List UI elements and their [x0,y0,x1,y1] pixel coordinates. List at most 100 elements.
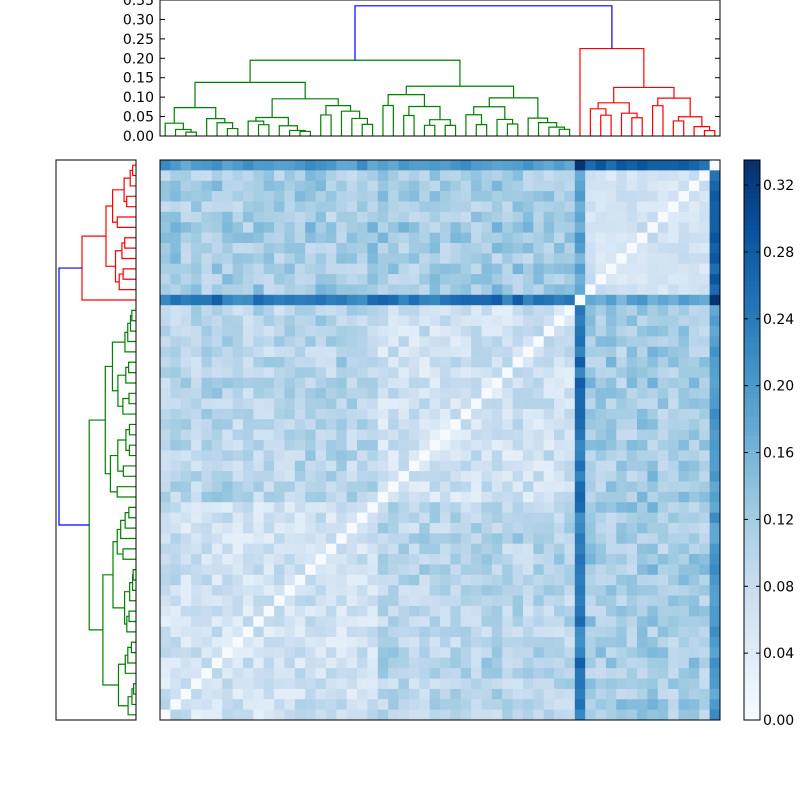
heatmap-cell [616,564,628,576]
heatmap-cell [574,605,586,617]
heatmap-cell [211,180,223,192]
heatmap-cell [585,170,596,182]
heatmap-cell [554,325,565,337]
heatmap-cell [647,533,659,545]
heatmap-cell [357,502,368,513]
heatmap-cell [626,253,638,265]
heatmap-cell [616,170,628,182]
heatmap-cell [491,315,503,327]
heatmap-cell [170,605,182,617]
heatmap-cell [460,336,472,348]
heatmap-cell [201,377,213,389]
heatmap-cell [688,274,700,285]
heatmap-cell [284,325,296,337]
heatmap-cell [336,388,348,399]
heatmap-cell [284,471,296,482]
heatmap-cell [460,595,472,607]
heatmap-cell [533,274,545,285]
heatmap-cell [657,502,669,513]
heatmap-cell [377,408,389,420]
heatmap-cell [471,263,482,275]
heatmap-cell [637,657,648,669]
heatmap-cell [605,388,617,399]
heatmap-cell [419,657,431,669]
heatmap-cell [398,357,410,368]
colorbar-segment [744,654,760,660]
heatmap-cell [388,450,399,462]
colorbar-segment [744,449,760,455]
heatmap-cell [232,191,244,202]
colorbar-segment [744,164,760,170]
heatmap-cell [222,668,233,679]
heatmap-cell [678,222,690,233]
heatmap-cell [471,336,482,348]
axes-frame [159,159,721,721]
heatmap-cell [605,512,617,524]
heatmap-cell [668,201,679,213]
heatmap-cell [211,315,223,327]
heatmap-cell [388,668,399,679]
heatmap-cell [170,481,182,493]
heatmap-cell [294,398,306,410]
heatmap-cell [305,222,316,233]
heatmap-cell [367,637,379,648]
heatmap-cell [481,512,493,524]
heatmap-cell [699,554,711,565]
heatmap-cell [647,699,659,711]
heatmap-cell [367,191,379,202]
heatmap-cell [180,357,192,368]
heatmap-cell [191,668,202,679]
heatmap-cell [595,533,607,545]
heatmap-cell [398,263,410,275]
heatmap-cell [668,408,679,420]
heatmap-cell [533,263,545,275]
heatmap-cell [242,232,254,244]
heatmap-cell [170,294,182,306]
heatmap-cell [429,201,441,213]
heatmap-cell [377,564,389,576]
heatmap-cell [688,657,700,669]
heatmap-cell [481,605,493,617]
heatmap-cell [367,678,379,690]
heatmap-cell [419,263,431,275]
heatmap-cell [668,626,679,638]
y-tick-label: 0.00 [123,129,154,145]
heatmap-cell [709,605,721,617]
heatmap-cell [191,585,202,596]
heatmap-cell [450,699,462,711]
heatmap-cell [346,502,358,513]
heatmap-cell [232,626,244,638]
heatmap-cell [502,263,513,275]
heatmap-cell [201,408,213,420]
heatmap-cell [191,533,202,545]
heatmap-cell [471,522,482,534]
heatmap-cell [170,346,182,358]
heatmap-cell [533,554,545,565]
heatmap-cell [481,533,493,545]
heatmap-cell [512,502,524,513]
heatmap-cell [315,699,327,711]
heatmap-cell [377,626,389,638]
heatmap-cell [471,626,482,638]
heatmap-cell [440,678,451,690]
heatmap-cell [232,574,244,586]
heatmap-cell [377,274,389,285]
heatmap-cell [450,564,462,576]
heatmap-cell [222,543,233,555]
heatmap-cell [388,232,399,244]
heatmap-cell [626,647,638,659]
heatmap-cell [253,574,265,586]
heatmap-cell [657,637,669,648]
heatmap-cell [388,688,399,700]
heatmap-cell [294,522,306,534]
heatmap-cell [315,367,327,379]
dendrogram-link [124,511,136,529]
heatmap-cell [522,450,534,462]
heatmap-cell [626,357,638,368]
heatmap-cell [543,471,555,482]
heatmap-cell [294,626,306,638]
heatmap-cell [647,274,659,285]
colorbar-segment [744,197,760,203]
heatmap-cell [315,408,327,420]
heatmap-cell [440,440,451,451]
